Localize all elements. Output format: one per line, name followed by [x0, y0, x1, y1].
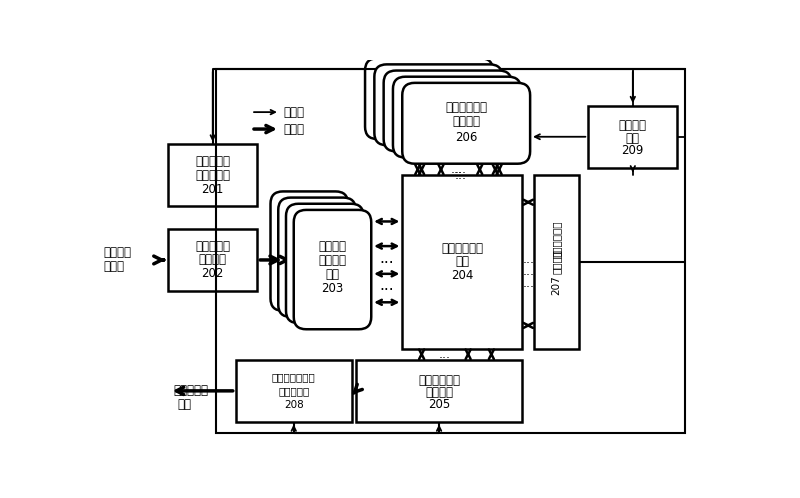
FancyBboxPatch shape	[286, 204, 363, 323]
Text: 信道接收: 信道接收	[104, 246, 132, 259]
Text: ...: ...	[439, 348, 451, 361]
Text: 处理模块: 处理模块	[198, 253, 226, 266]
Text: ...: ...	[522, 276, 534, 289]
Text: 变量节点消息: 变量节点消息	[418, 374, 460, 386]
Text: 209: 209	[622, 144, 644, 157]
Bar	[356, 360, 522, 422]
Text: 203: 203	[322, 282, 344, 295]
Text: 208: 208	[284, 400, 304, 410]
FancyBboxPatch shape	[393, 77, 521, 157]
Text: ...: ...	[522, 253, 534, 266]
Text: ...: ...	[454, 163, 466, 176]
Bar	[588, 106, 678, 167]
Text: 204: 204	[451, 269, 474, 282]
Text: 决输出模块: 决输出模块	[278, 386, 310, 396]
FancyBboxPatch shape	[294, 210, 371, 329]
Text: ...: ...	[379, 251, 394, 266]
Text: 校验节点消息: 校验节点消息	[445, 102, 487, 115]
Text: 模块: 模块	[326, 268, 339, 281]
Text: 校验节点消息: 校验节点消息	[551, 220, 562, 257]
Text: 数据流: 数据流	[104, 259, 125, 272]
Text: ...: ...	[379, 278, 394, 293]
Bar	[216, 69, 685, 433]
Text: ...: ...	[522, 265, 534, 278]
FancyBboxPatch shape	[384, 71, 511, 151]
Text: 校验矩阵信: 校验矩阵信	[195, 155, 230, 168]
Text: 译码数据流: 译码数据流	[174, 384, 209, 397]
Text: 息初始模块: 息初始模块	[195, 169, 230, 182]
FancyBboxPatch shape	[374, 64, 502, 145]
Text: 变量节点: 变量节点	[318, 240, 346, 253]
Text: 模块: 模块	[626, 132, 640, 145]
Text: 迭代停止与硬判: 迭代停止与硬判	[272, 372, 316, 382]
Text: ...: ...	[454, 169, 466, 182]
Text: 输出: 输出	[178, 398, 191, 411]
Text: 207: 207	[551, 275, 562, 295]
Bar	[168, 229, 258, 291]
Text: 处理模块: 处理模块	[551, 249, 562, 274]
Text: 数据流: 数据流	[284, 123, 305, 135]
Text: 存储模块: 存储模块	[452, 115, 480, 128]
Text: 控制流: 控制流	[284, 106, 305, 119]
Bar	[534, 175, 579, 349]
Text: 205: 205	[428, 398, 450, 411]
Text: 201: 201	[202, 183, 224, 196]
Text: 模块: 模块	[455, 255, 470, 268]
Bar	[168, 144, 258, 206]
FancyBboxPatch shape	[365, 58, 493, 139]
Text: 消息存储: 消息存储	[318, 254, 346, 267]
Bar	[402, 175, 522, 349]
Text: 处理模块: 处理模块	[425, 386, 453, 399]
Text: 迭代消息预: 迭代消息预	[195, 240, 230, 252]
Text: 206: 206	[455, 130, 478, 143]
Text: ...: ...	[450, 163, 462, 176]
FancyBboxPatch shape	[270, 191, 348, 311]
Text: 实时置换网络: 实时置换网络	[442, 242, 483, 254]
Text: 202: 202	[202, 267, 224, 280]
Text: 控制逻辑: 控制逻辑	[619, 120, 647, 132]
Bar	[236, 360, 352, 422]
FancyBboxPatch shape	[278, 198, 356, 317]
FancyBboxPatch shape	[402, 83, 530, 164]
